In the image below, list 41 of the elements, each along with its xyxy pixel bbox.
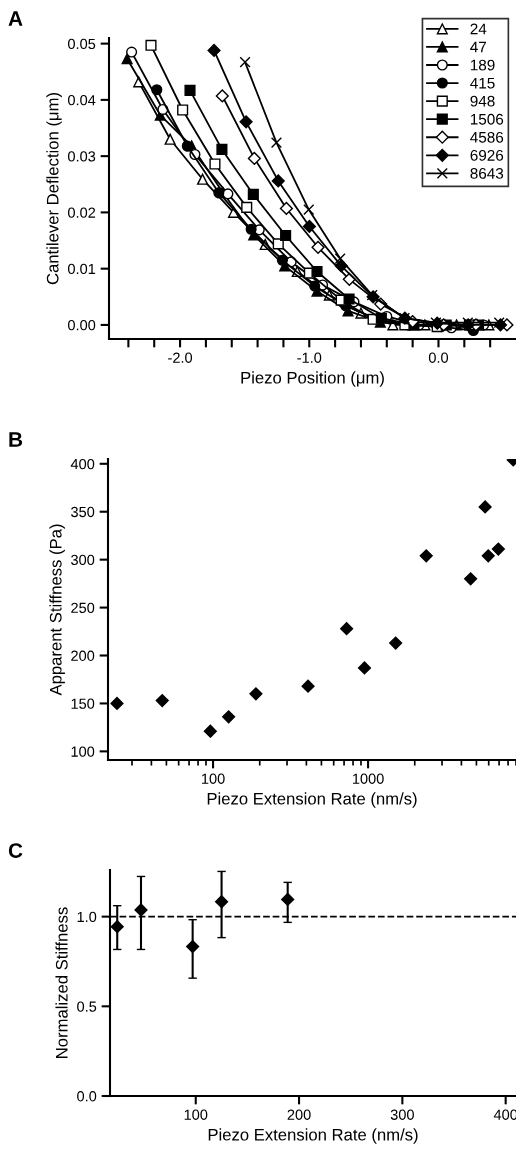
legend-label: 8643	[470, 168, 504, 179]
y-tick-label: 400	[70, 458, 95, 470]
legend-label: 6926	[470, 149, 504, 161]
x-axis-title: Piezo Extension Rate (nm/s)	[207, 792, 417, 808]
x-tick-label: 1000	[352, 773, 384, 784]
y-tick-label: 0.04	[67, 94, 96, 106]
legend-label: 948	[470, 95, 495, 107]
y-axis-title: Normalized Stiffness	[55, 907, 68, 1058]
legend-label: 47	[470, 41, 487, 53]
y-tick-label: 350	[71, 506, 95, 518]
y-tick-label: 0.5	[77, 1001, 97, 1012]
chart-title: C	[8, 843, 23, 858]
x-tick-label: -1.0	[297, 352, 322, 363]
y-tick-label: 1.0	[77, 911, 97, 923]
y-tick-label: 0.01	[67, 263, 96, 275]
y-axis-title: Apparent Stiffness (Pa)	[49, 524, 65, 696]
y-tick-label: 150	[71, 698, 95, 709]
x-axis-title: Piezo Position (μm)	[241, 371, 384, 387]
x-tick-label: 200	[287, 1109, 311, 1120]
x-tick-label: 0.0	[428, 352, 449, 363]
legend-label: 4586	[470, 131, 504, 143]
x-tick-label: -2.0	[168, 352, 193, 363]
y-tick-label: 0.02	[67, 207, 96, 218]
legend-label: 1506	[470, 113, 504, 125]
legend-label: 189	[470, 59, 495, 71]
y-tick-label: 250	[71, 602, 95, 614]
legend-label: 24	[470, 23, 487, 35]
y-tick-label: 200	[71, 650, 95, 661]
y-tick-label: 0.0	[77, 1091, 97, 1102]
y-tick-label: 0.03	[67, 151, 96, 162]
y-axis-title: Cantilever Deflection (μm)	[46, 93, 62, 285]
y-tick-label: 0.00	[67, 320, 96, 331]
y-tick-label: 100	[71, 746, 95, 757]
y-tick-label: 0.05	[67, 38, 96, 50]
chart-title: A	[8, 11, 23, 26]
chart-title: B	[9, 432, 23, 447]
x-tick-label: 100	[184, 1109, 208, 1120]
x-tick-label: 300	[390, 1109, 414, 1120]
x-axis-title: Piezo Extension Rate (nm/s)	[208, 1128, 418, 1144]
y-tick-label: 300	[71, 554, 95, 566]
legend-label: 415	[470, 77, 495, 89]
